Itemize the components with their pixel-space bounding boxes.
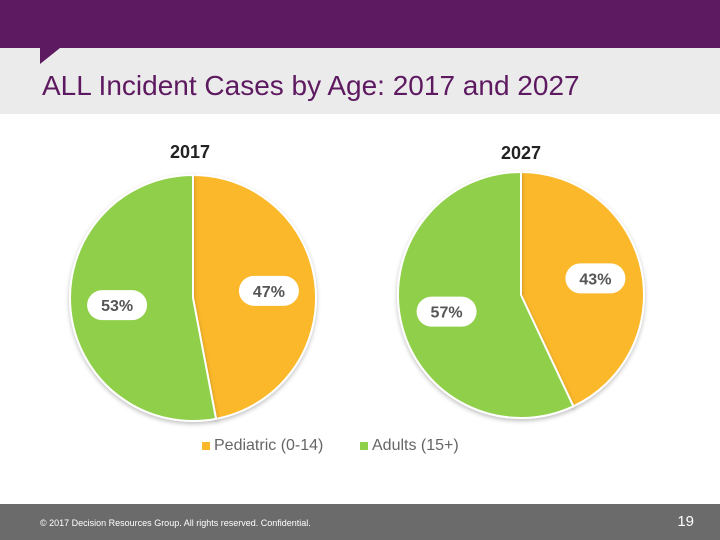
data-label: 47% — [253, 284, 285, 301]
legend-swatch — [360, 442, 368, 450]
data-label: 43% — [579, 271, 611, 288]
legend-swatch — [202, 442, 210, 450]
title-tab-notch — [40, 48, 60, 64]
data-label-bubble — [565, 263, 626, 294]
chart-legend: Pediatric (0-14) Adults (15+) — [202, 437, 459, 454]
slide-title: ALL Incident Cases by Age: 2017 and 2027 — [42, 70, 580, 101]
data-label: 57% — [431, 305, 463, 322]
data-label: 53% — [101, 298, 133, 315]
page-number: 19 — [677, 513, 694, 530]
pie-chart-2027: 2027 43% 57% — [397, 143, 645, 419]
data-label-bubble — [238, 275, 299, 306]
top-brand-bar — [0, 0, 720, 48]
data-label-bubble — [416, 296, 477, 327]
pie-chart-2017: 2017 47% 53% — [69, 142, 317, 422]
chart-title: 2017 — [170, 142, 210, 162]
legend-label: Adults (15+) — [372, 437, 459, 454]
copyright-text: © 2017 Decision Resources Group. All rig… — [40, 518, 311, 528]
pie-slice-adults — [397, 170, 575, 419]
data-label-bubble — [87, 290, 148, 321]
pie-charts: 2017 47% 53% 2027 43% 57% Pediatric (0-14) Adu… — [69, 142, 645, 454]
chart-title: 2027 — [501, 143, 541, 163]
footer-bar — [0, 504, 720, 540]
legend-label: Pediatric (0-14) — [214, 437, 323, 454]
title-band — [0, 48, 720, 114]
